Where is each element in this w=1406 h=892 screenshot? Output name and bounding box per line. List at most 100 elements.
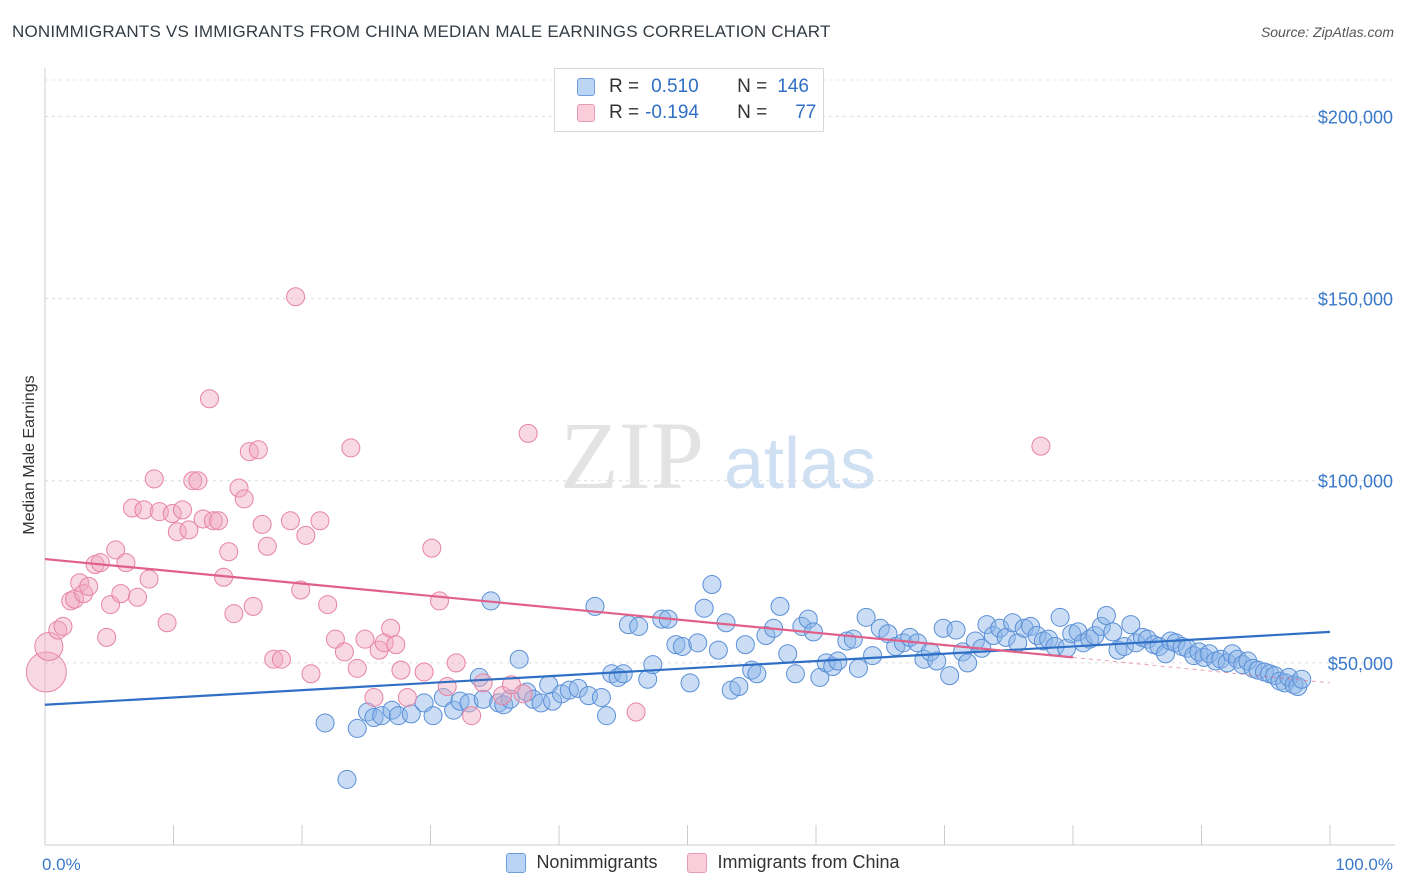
data-point bbox=[518, 423, 538, 443]
data-point bbox=[513, 684, 533, 704]
legend-n-label: N = bbox=[737, 76, 768, 97]
data-point bbox=[157, 613, 177, 633]
legend-label-immigrants-china: Immigrants from China bbox=[717, 852, 900, 872]
data-point bbox=[688, 633, 708, 653]
data-point bbox=[473, 673, 493, 693]
data-point bbox=[848, 658, 868, 678]
data-point bbox=[208, 511, 228, 531]
data-point bbox=[144, 469, 164, 489]
data-point bbox=[291, 580, 311, 600]
data-point bbox=[116, 553, 136, 573]
data-point bbox=[1068, 622, 1088, 642]
data-point bbox=[729, 677, 749, 697]
data-point bbox=[310, 511, 330, 531]
data-point bbox=[318, 595, 338, 615]
legend-swatch-nonimmigrants bbox=[577, 78, 595, 96]
data-point bbox=[694, 598, 714, 618]
data-point bbox=[1292, 669, 1312, 689]
data-point bbox=[337, 769, 357, 789]
data-point bbox=[296, 525, 316, 545]
data-point bbox=[301, 664, 321, 684]
data-point bbox=[747, 664, 767, 684]
watermark: ZIP atlas bbox=[560, 402, 876, 509]
data-point bbox=[680, 673, 700, 693]
data-point bbox=[597, 706, 617, 726]
data-point bbox=[97, 627, 117, 647]
data-point bbox=[785, 664, 805, 684]
data-point bbox=[1121, 615, 1141, 635]
data-point bbox=[364, 708, 384, 727]
legend-label-nonimmigrants: Nonimmigrants bbox=[536, 852, 658, 872]
data-point bbox=[203, 511, 223, 531]
correlation-legend: R = 0.510 N = 146 R = -0.194 N = 77 bbox=[554, 68, 824, 132]
data-point bbox=[977, 615, 997, 635]
data-point bbox=[172, 500, 192, 520]
data-point bbox=[927, 651, 947, 671]
data-point bbox=[243, 596, 263, 616]
data-point bbox=[248, 440, 268, 460]
data-point bbox=[341, 438, 361, 458]
data-point bbox=[843, 629, 863, 649]
data-point bbox=[1027, 626, 1047, 646]
data-point bbox=[778, 644, 798, 664]
data-point bbox=[1114, 636, 1134, 656]
data-point bbox=[382, 700, 402, 720]
data-point bbox=[629, 616, 649, 636]
data-point bbox=[423, 706, 443, 726]
legend-r-value: -0.194 bbox=[645, 102, 699, 123]
legend-row-immigrants-china: R = -0.194 N = 77 bbox=[577, 101, 816, 125]
series-immigrants-china bbox=[25, 287, 1051, 726]
data-point bbox=[509, 649, 529, 669]
data-point bbox=[433, 687, 453, 707]
data-point bbox=[462, 706, 482, 726]
data-point bbox=[946, 620, 966, 640]
y-tick-label: $200,000 bbox=[1318, 107, 1393, 127]
data-point bbox=[1166, 633, 1186, 653]
trend-line-nonimmigrants bbox=[44, 630, 1331, 706]
data-point bbox=[234, 489, 254, 509]
data-point bbox=[1138, 629, 1158, 649]
data-point bbox=[1073, 633, 1093, 653]
data-point bbox=[381, 618, 401, 638]
y-tick-label: $50,000 bbox=[1328, 654, 1393, 674]
data-point bbox=[459, 693, 479, 713]
y-tick-label: $100,000 bbox=[1318, 472, 1393, 492]
series-legend: Nonimmigrants Immigrants from China bbox=[0, 852, 1406, 873]
axes bbox=[44, 68, 1395, 846]
data-point bbox=[446, 653, 466, 673]
tick-labels: $50,000 $100,000 $150,000 $200,000 0.0% 100.0… bbox=[42, 107, 1393, 874]
data-point bbox=[708, 640, 728, 660]
data-point bbox=[53, 616, 73, 636]
data-point bbox=[469, 667, 489, 687]
grid-lines bbox=[45, 79, 1395, 664]
y-axis-label: Median Male Earnings bbox=[21, 375, 38, 535]
data-point bbox=[111, 584, 131, 604]
trend-line-immigrants-china bbox=[44, 557, 1074, 659]
x-tick-label-end: 100.0% bbox=[1335, 855, 1393, 874]
data-point bbox=[257, 536, 277, 556]
data-point bbox=[1003, 613, 1023, 633]
data-point bbox=[1194, 647, 1214, 667]
data-point bbox=[702, 575, 722, 595]
data-point bbox=[280, 511, 300, 531]
data-point bbox=[162, 504, 182, 523]
legend-item-immigrants-china: Immigrants from China bbox=[687, 852, 900, 873]
legend-n-value: 77 bbox=[795, 102, 817, 123]
legend-swatch-immigrants-china bbox=[577, 104, 595, 122]
legend-r-label: R = bbox=[609, 76, 640, 97]
legend-n-label: N = bbox=[737, 102, 768, 123]
data-point bbox=[770, 596, 790, 616]
legend-row-nonimmigrants: R = 0.510 N = 146 bbox=[577, 75, 809, 99]
data-point bbox=[591, 687, 611, 707]
data-point bbox=[334, 642, 354, 662]
data-point bbox=[1096, 606, 1116, 625]
data-point bbox=[437, 677, 457, 697]
data-point bbox=[229, 478, 249, 498]
data-point bbox=[219, 542, 239, 562]
data-point bbox=[429, 591, 449, 611]
data-point bbox=[1031, 436, 1051, 456]
data-point bbox=[1199, 644, 1219, 664]
legend-swatch-nonimmigrants bbox=[506, 852, 527, 873]
data-point bbox=[391, 660, 411, 680]
data-point bbox=[798, 609, 818, 629]
